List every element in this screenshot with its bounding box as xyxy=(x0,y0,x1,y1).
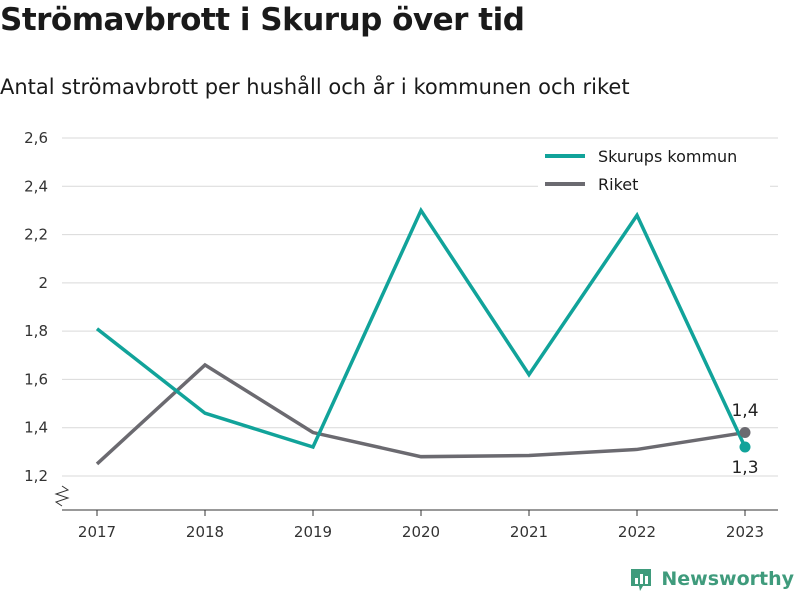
data-label: 1,3 xyxy=(731,458,758,478)
chart-subtitle: Antal strömavbrott per hushåll och år i … xyxy=(0,75,630,99)
end-markers: 1,4 1,3 xyxy=(731,401,758,478)
legend: Skurups kommun Riket xyxy=(538,142,770,198)
x-tick-label: 2018 xyxy=(186,523,224,541)
y-tick-label: 1,8 xyxy=(24,322,48,340)
x-axis-ticks: 2017 2018 2019 2020 2021 2022 2023 xyxy=(78,523,764,541)
x-tick-label: 2017 xyxy=(78,523,116,541)
legend-item-label: Skurups kommun xyxy=(598,147,737,166)
series-lines xyxy=(95,206,747,466)
legend-box xyxy=(538,142,770,198)
y-tick-label: 1,4 xyxy=(24,419,48,437)
end-point-marker xyxy=(739,427,751,439)
y-axis-ticks: 1,2 1,4 1,6 1,8 2 2,2 2,4 2,6 xyxy=(24,129,48,485)
brand-name: Newsworthy xyxy=(661,568,794,590)
x-tick-label: 2021 xyxy=(510,523,548,541)
end-point-marker xyxy=(739,441,751,453)
x-axis xyxy=(54,485,778,516)
axis-break-icon xyxy=(54,485,70,507)
y-tick-label: 2,4 xyxy=(24,177,48,195)
y-tick-label: 2,2 xyxy=(24,226,48,244)
series-line xyxy=(95,206,747,450)
x-tick-label: 2019 xyxy=(294,523,332,541)
legend-item-label: Riket xyxy=(598,175,638,194)
x-tick-label: 2020 xyxy=(402,523,440,541)
data-label: 1,4 xyxy=(731,401,758,421)
y-tick-label: 2 xyxy=(38,274,48,292)
x-tick-label: 2023 xyxy=(726,523,764,541)
newsworthy-logo: Newsworthy xyxy=(629,566,794,592)
bar-chart-icon xyxy=(631,569,652,591)
y-tick-label: 1,2 xyxy=(24,467,48,485)
series-line xyxy=(95,362,746,466)
chart-title: Strömavbrott i Skurup över tid xyxy=(0,2,525,38)
y-tick-label: 2,6 xyxy=(24,129,48,147)
y-tick-label: 1,6 xyxy=(24,370,48,388)
x-tick-label: 2022 xyxy=(618,523,656,541)
